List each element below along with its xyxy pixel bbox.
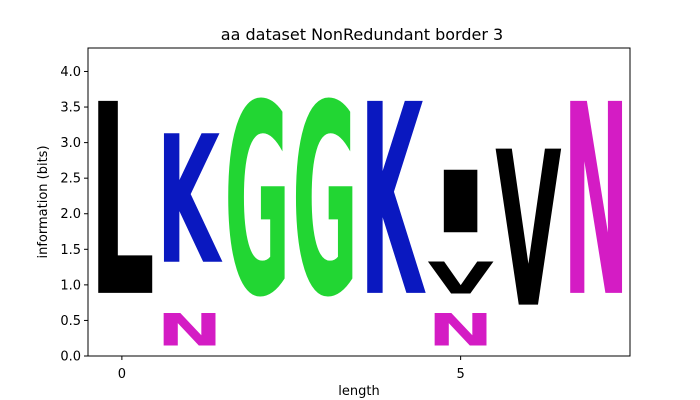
y-tick-label: 2.5 [60,172,81,187]
logo-letter-g: G [224,48,290,355]
x-tick-label: 5 [456,367,464,382]
y-axis-label: information (bits) [36,145,51,258]
x-tick-label: 0 [118,367,126,382]
y-tick-label: 1.0 [60,278,81,293]
logo-letter-n: N [427,305,493,357]
y-tick-label: 3.5 [60,101,81,116]
y-tick-label: 2.0 [60,207,81,222]
logo-letter-v: V [495,108,561,356]
y-axis: 0.0 0.5 1.0 1.5 2.0 2.5 3.0 3.5 4.0 [60,65,88,365]
y-tick-label: 3.0 [60,136,81,151]
logo-letter-i: I [427,153,493,253]
chart-title: aa dataset NonRedundant border 3 [221,25,503,44]
x-axis-label: length [338,384,379,399]
plot-frame [87,47,631,357]
logo-letter-n: N [156,305,222,357]
logo-glyphs: L NK G G K NVI V N [89,48,630,356]
logo-letter-g: G [292,48,358,355]
logo-letter-k: K [156,99,222,304]
logo-letter-v: V [427,254,494,305]
logo-letter-k: K [360,48,426,355]
logo-letter-l: L [89,50,155,356]
y-tick-label: 4.0 [60,65,81,80]
logo-letter-n: N [563,49,629,355]
y-tick-label: 0.5 [60,314,81,329]
y-tick-label: 0.0 [60,350,81,365]
y-tick-label: 1.5 [60,243,81,258]
